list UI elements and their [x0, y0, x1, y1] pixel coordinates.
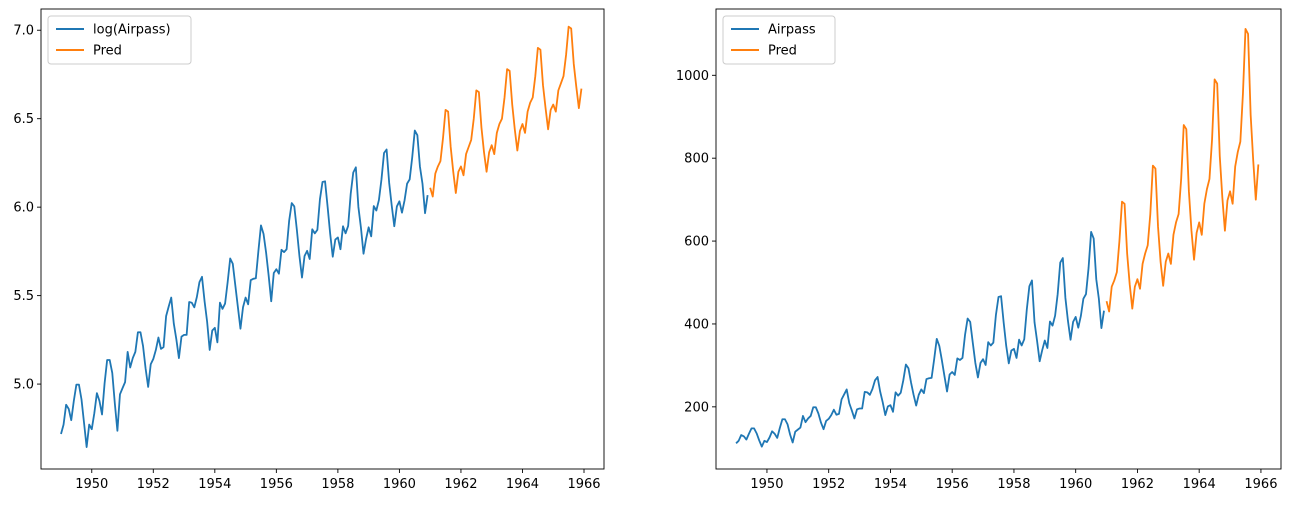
series-line-airpass — [735, 231, 1105, 448]
log-airpass-chart: 1950 1952 1954 1956 1958 1960 1962 1964 1966 5.0 5… — [13, 8, 605, 492]
x-tick-label: 1966 — [1244, 477, 1277, 492]
y-tick-label: 1000 — [676, 69, 709, 84]
x-tick-label: 1956 — [260, 477, 293, 492]
series-line-pred — [429, 25, 583, 198]
legend-label-pred: Pred — [768, 44, 797, 59]
series-line-pred — [1105, 27, 1260, 313]
y-tick-label: 7.0 — [13, 24, 34, 39]
x-tick-label: 1958 — [321, 477, 354, 492]
x-tick-label: 1958 — [997, 477, 1030, 492]
y-tick-label: 5.0 — [13, 378, 34, 393]
x-tick-label: 1950 — [75, 477, 108, 492]
legend-label-log-airpass: log(Airpass) — [93, 23, 171, 38]
legend-label-pred: Pred — [93, 44, 122, 59]
axes-ticks: 1950 1952 1954 1956 1958 1960 1962 1964 1966 5.0 5… — [13, 24, 600, 492]
axes-frame — [40, 8, 605, 470]
x-tick-label: 1956 — [936, 477, 969, 492]
x-tick-label: 1962 — [444, 477, 477, 492]
y-tick-label: 5.5 — [13, 289, 34, 304]
x-tick-label: 1966 — [567, 477, 600, 492]
plot-area — [735, 27, 1260, 448]
x-tick-label: 1950 — [750, 477, 783, 492]
y-tick-label: 200 — [684, 400, 709, 415]
x-tick-label: 1964 — [1183, 477, 1216, 492]
x-tick-label: 1960 — [1059, 477, 1092, 492]
plot-area — [60, 25, 583, 448]
legend-label-airpass: Airpass — [768, 23, 816, 38]
y-tick-label: 800 — [684, 152, 709, 167]
x-tick-label: 1952 — [137, 477, 170, 492]
y-tick-label: 6.5 — [13, 112, 34, 127]
y-tick-label: 6.0 — [13, 201, 34, 216]
x-tick-label: 1952 — [812, 477, 845, 492]
x-tick-label: 1954 — [874, 477, 907, 492]
y-tick-label: 600 — [684, 235, 709, 250]
x-tick-label: 1960 — [383, 477, 416, 492]
y-tick-label: 400 — [684, 317, 709, 332]
x-tick-label: 1962 — [1121, 477, 1154, 492]
x-tick-label: 1954 — [198, 477, 231, 492]
series-line-log-airpass- — [60, 129, 429, 448]
x-tick-label: 1964 — [506, 477, 539, 492]
axes-ticks: 1950 1952 1954 1956 1958 1960 1962 1964 1966 200 4… — [676, 69, 1278, 492]
airpass-chart: 1950 1952 1954 1956 1958 1960 1962 1964 1966 200 4… — [676, 8, 1282, 492]
legend: log(Airpass) Pred — [47, 15, 192, 65]
legend: Airpass Pred — [722, 15, 836, 65]
axes-frame — [715, 8, 1282, 470]
